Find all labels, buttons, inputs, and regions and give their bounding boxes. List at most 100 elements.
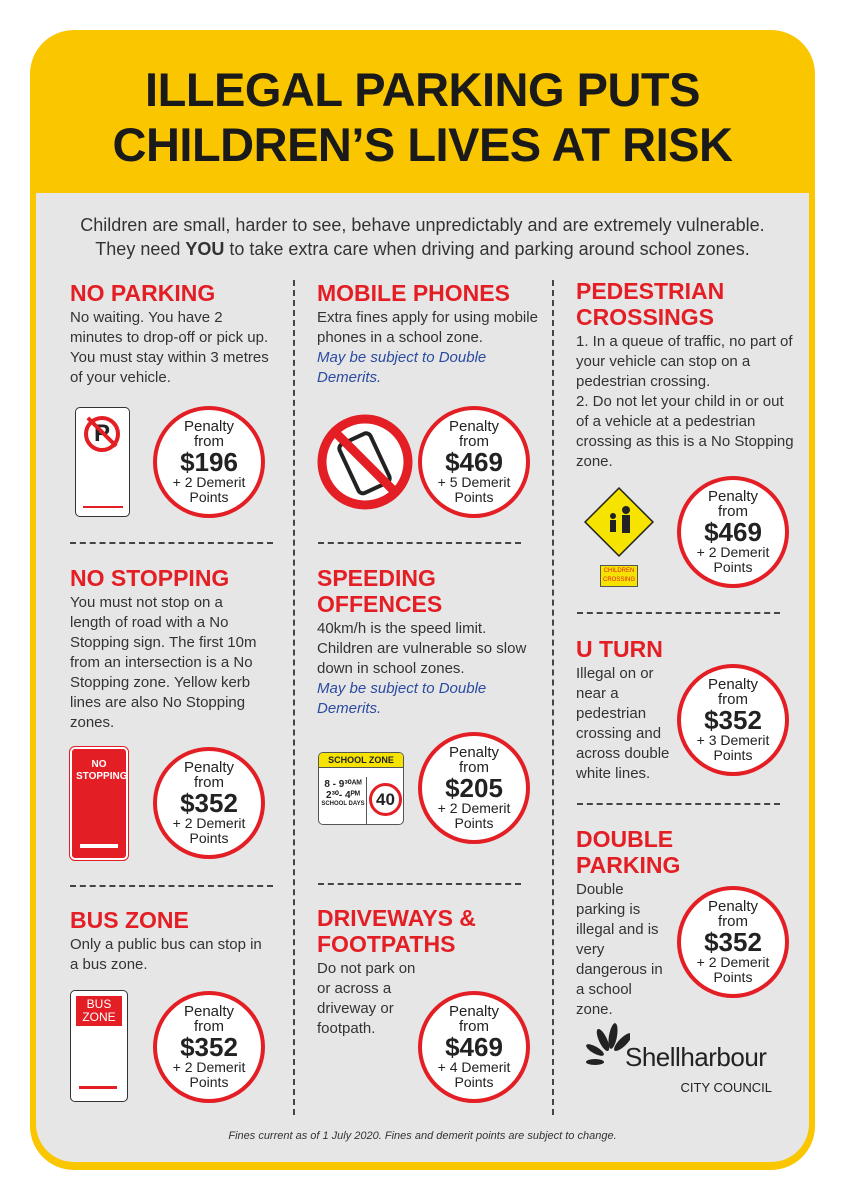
footer-note: Fines current as of 1 July 2020. Fines a… — [228, 1130, 617, 1142]
penalty-amount: $469 — [445, 447, 503, 477]
section-body: You must not stop on a length of road wi… — [70, 594, 257, 731]
title-line-1: ILLEGAL PARKING PUTS — [145, 63, 700, 116]
section-body: Illegal on or near a pedestrian crossing… — [576, 665, 670, 782]
penalty-from: from — [718, 503, 748, 520]
no-stopping-sign-icon: NO STOPPING — [69, 746, 129, 861]
intro-text: Children are small, harder to see, behav… — [40, 213, 805, 261]
section-mobile-phones: MOBILE PHONES Extra fines apply for usin… — [317, 280, 542, 388]
section-heading: DRIVEWAYS & FOOTPATHS — [317, 905, 476, 957]
penalty-amount: $469 — [704, 517, 762, 547]
demerit-points: + 4 Demerit — [437, 1059, 511, 1075]
school-zone-sign-icon: SCHOOL ZONE 8 - 9³⁰ᴬᴹ 2³⁰- 4ᴾᴹ SCHOOL DA… — [318, 752, 404, 825]
sign-text: NO STOPPING — [76, 759, 128, 782]
demerit-points: + 3 Demerit — [696, 732, 770, 748]
section-heading: DOUBLE PARKING — [576, 826, 681, 878]
penalty-badge: Penalty from $352 + 2 Demerit Points — [153, 991, 265, 1103]
section-body: 2. Do not let your child in or out of a … — [576, 393, 794, 470]
penalty-from: from — [194, 774, 224, 791]
penalty-amount: $352 — [180, 788, 238, 818]
page-title: ILLEGAL PARKING PUTS CHILDREN’S LIVES AT … — [0, 62, 845, 172]
council-logo: Shellharbour CITY COUNCIL — [585, 1022, 780, 1100]
penalty-label: Penalty — [448, 744, 500, 761]
demerit-points-label: Points — [189, 1074, 229, 1090]
section-divider — [70, 542, 273, 544]
section-double-parking: DOUBLE PARKING Double parking is illegal… — [576, 826, 726, 1020]
penalty-label: Penalty — [448, 1003, 500, 1020]
demerit-points-label: Points — [454, 1074, 494, 1090]
penalty-label: Penalty — [183, 418, 235, 435]
penalty-from: from — [194, 433, 224, 450]
demerit-points: + 5 Demerit — [437, 474, 511, 490]
penalty-label: Penalty — [183, 759, 235, 776]
section-body: No waiting. You have 2 minutes to drop-o… — [70, 309, 269, 386]
penalty-badge: Penalty from $469 + 5 Demerit Points — [418, 406, 530, 518]
double-demerits-note: May be subject to Double Demerits. — [317, 680, 487, 717]
section-body: Double parking is illegal and is very da… — [576, 881, 663, 1018]
speed-limit: 40 — [369, 783, 402, 816]
demerit-points-label: Points — [454, 489, 494, 505]
demerit-points-label: Points — [189, 830, 229, 846]
penalty-badge: Penalty from $469 + 4 Demerit Points — [418, 991, 530, 1103]
demerit-points-label: Points — [189, 489, 229, 505]
penalty-amount: $352 — [704, 927, 762, 957]
double-demerits-note: May be subject to Double Demerits. — [317, 349, 487, 386]
penalty-from: from — [459, 759, 489, 776]
column-divider — [293, 280, 295, 1115]
sign-title: SCHOOL ZONE — [319, 753, 403, 768]
logo-subtitle: CITY COUNCIL — [680, 1080, 773, 1095]
section-heading: BUS ZONE — [70, 907, 189, 933]
section-heading: NO STOPPING — [70, 565, 230, 591]
section-bus-zone: BUS ZONE Only a public bus can stop in a… — [70, 907, 270, 975]
section-divider — [577, 803, 780, 805]
penalty-from: from — [194, 1018, 224, 1035]
section-heading: NO PARKING — [70, 280, 216, 306]
section-divider — [70, 885, 273, 887]
section-body: 40km/h is the speed limit. Children are … — [317, 620, 527, 677]
demerit-points: + 2 Demerit — [437, 800, 511, 816]
title-line-2: CHILDREN’S LIVES AT RISK — [112, 118, 733, 171]
penalty-badge: Penalty from $352 + 2 Demerit Points — [153, 747, 265, 859]
penalty-badge: Penalty from $352 + 3 Demerit Points — [677, 664, 789, 776]
demerit-points: + 2 Demerit — [172, 815, 246, 831]
intro-text-part: to take extra care when driving and park… — [224, 239, 750, 259]
penalty-badge: Penalty from $469 + 2 Demerit Points — [677, 476, 789, 588]
penalty-from: from — [718, 691, 748, 708]
penalty-from: from — [718, 913, 748, 930]
penalty-amount: $352 — [704, 705, 762, 735]
children-crossing-sign-icon — [583, 486, 655, 558]
penalty-amount: $352 — [180, 1032, 238, 1062]
sign-days: SCHOOL DAYS — [321, 801, 365, 807]
demerit-points-label: Points — [713, 969, 753, 985]
demerit-points-label: Points — [713, 747, 753, 763]
section-no-stopping: NO STOPPING You must not stop on a lengt… — [70, 565, 265, 733]
demerit-points: + 2 Demerit — [172, 474, 246, 490]
penalty-amount: $205 — [445, 773, 503, 803]
demerit-points: + 2 Demerit — [696, 954, 770, 970]
penalty-from: from — [459, 433, 489, 450]
penalty-from: from — [459, 1018, 489, 1035]
intro-line-1: Children are small, harder to see, behav… — [80, 215, 765, 235]
column-divider — [552, 280, 554, 1115]
penalty-label: Penalty — [183, 1003, 235, 1020]
sign-time-pm: 2³⁰- 4ᴾᴹ — [326, 790, 360, 801]
logo-name: Shellharbour — [625, 1042, 767, 1072]
penalty-label: Penalty — [448, 418, 500, 435]
demerit-points-label: Points — [713, 559, 753, 575]
section-body: 1. In a queue of traffic, no part of you… — [576, 333, 793, 390]
penalty-amount: $196 — [180, 447, 238, 477]
section-body: Do not park on or across a driveway or f… — [317, 960, 416, 1037]
section-driveways: DRIVEWAYS & FOOTPATHS Do not park on or … — [317, 905, 507, 1039]
section-divider — [318, 883, 521, 885]
demerit-points-label: Points — [454, 815, 494, 831]
demerit-points: + 2 Demerit — [696, 544, 770, 560]
penalty-label: Penalty — [707, 898, 759, 915]
section-divider — [577, 612, 780, 614]
section-heading: SPEEDING OFFENCES — [317, 565, 443, 617]
section-heading: PEDESTRIAN CROSSINGS — [576, 278, 725, 330]
penalty-badge: Penalty from $205 + 2 Demerit Points — [418, 732, 530, 844]
sign-text: BUS ZONE — [76, 996, 122, 1026]
penalty-badge: Penalty from $352 + 2 Demerit Points — [677, 886, 789, 998]
penalty-label: Penalty — [707, 488, 759, 505]
penalty-label: Penalty — [707, 676, 759, 693]
section-u-turn: U TURN Illegal on or near a pedestrian c… — [576, 636, 681, 784]
